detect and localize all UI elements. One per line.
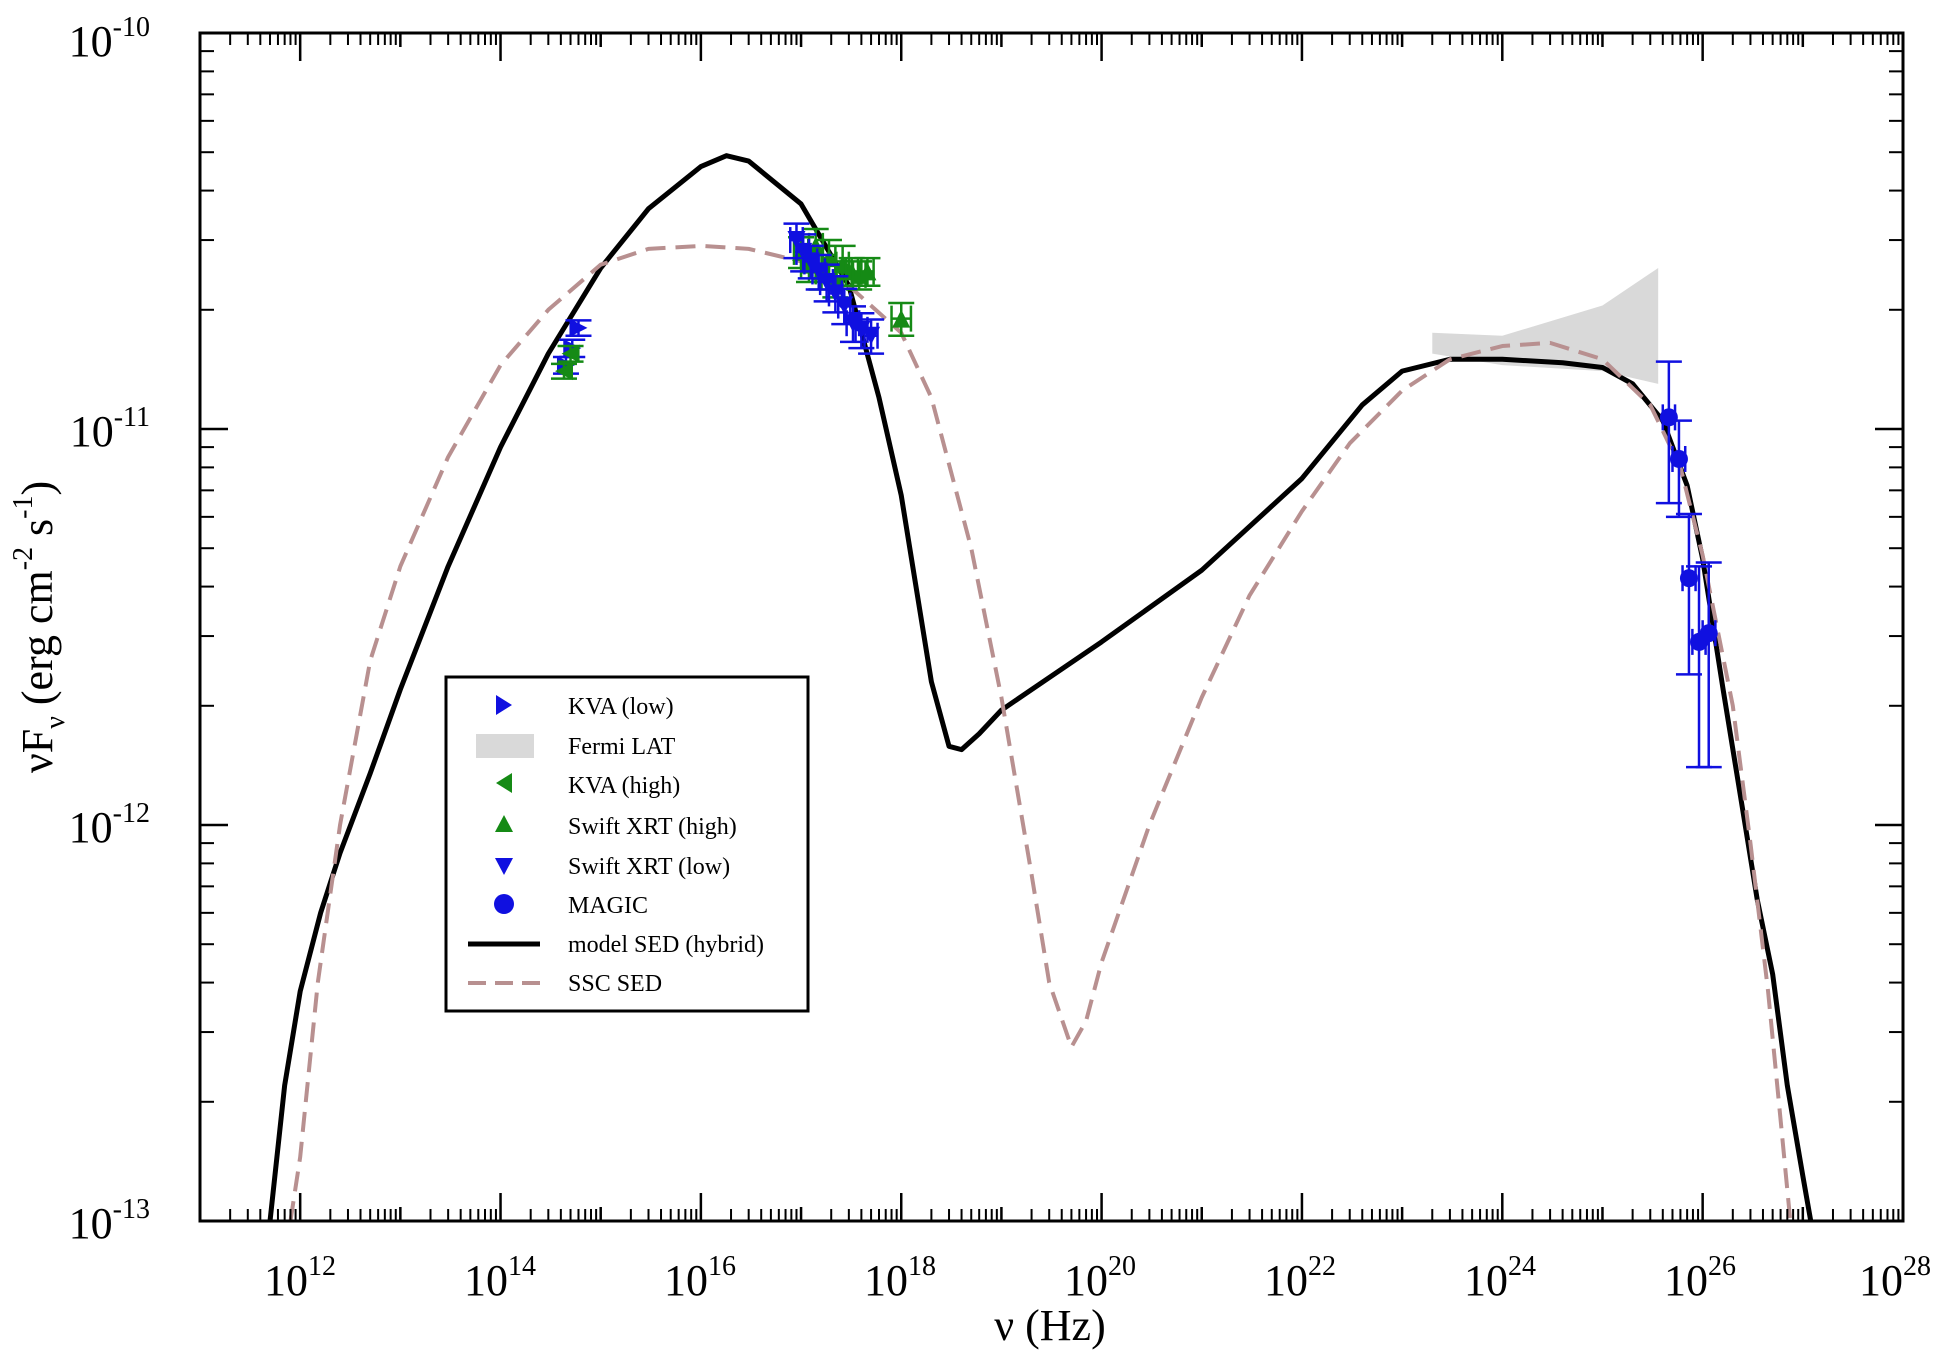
legend-label: Swift XRT (low) bbox=[568, 854, 730, 880]
legend-label: SSC SED bbox=[568, 971, 662, 997]
triangle-up-icon bbox=[495, 815, 513, 832]
data-point bbox=[554, 362, 573, 381]
data-point bbox=[1679, 569, 1698, 588]
data-point bbox=[569, 318, 588, 337]
triangle-left-icon bbox=[496, 773, 512, 793]
legend-label: Swift XRT (high) bbox=[568, 814, 737, 840]
axis-ticks bbox=[198, 31, 1905, 1223]
circle-icon bbox=[494, 894, 514, 914]
plot-area bbox=[267, 153, 1814, 1221]
legend-item-swift-xrt-high: Swift XRT (high) bbox=[495, 814, 737, 840]
legend-item-fermi-lat: Fermi LAT bbox=[476, 734, 676, 760]
y-tick-label: 10-11 bbox=[70, 402, 150, 456]
legend-item-magic: MAGIC bbox=[494, 893, 648, 919]
series-kva-high- bbox=[550, 344, 584, 381]
legend-item-ssc-sed: SSC SED bbox=[468, 971, 662, 997]
legend-item-model-sed: model SED (hybrid) bbox=[468, 932, 764, 958]
x-tick-labels: 1012 1014 1016 1018 1020 1022 1024 1026 … bbox=[264, 1251, 1931, 1305]
series-magic bbox=[1655, 360, 1722, 769]
legend: KVA (low) Fermi LAT KVA (high) Swift XRT… bbox=[444, 675, 810, 1013]
triangle-down-icon bbox=[495, 858, 513, 875]
plot-frame bbox=[198, 31, 1905, 1223]
legend-label: KVA (high) bbox=[568, 773, 680, 799]
x-tick-label: 1016 bbox=[664, 1251, 736, 1305]
data-point bbox=[1659, 408, 1678, 427]
data-point bbox=[809, 262, 828, 281]
x-tick-label: 1026 bbox=[1664, 1251, 1736, 1305]
x-tick-label: 1012 bbox=[264, 1251, 336, 1305]
band-swatch-icon bbox=[476, 734, 534, 758]
series-swift-xrt-low- bbox=[783, 222, 885, 355]
legend-label: KVA (low) bbox=[568, 694, 674, 720]
x-tick-label: 1028 bbox=[1859, 1251, 1931, 1305]
ssc-sed-curve bbox=[288, 243, 1793, 1221]
data-point bbox=[801, 252, 820, 271]
legend-item-kva-high: KVA (high) bbox=[496, 773, 680, 799]
legend-label: MAGIC bbox=[568, 893, 648, 919]
x-tick-label: 1014 bbox=[464, 1251, 536, 1305]
fermi-lat-band bbox=[1432, 268, 1659, 384]
y-tick-label: 10-13 bbox=[69, 1194, 150, 1248]
data-point bbox=[862, 326, 881, 345]
x-tick-label: 1024 bbox=[1464, 1251, 1536, 1305]
data-point bbox=[561, 344, 580, 363]
legend-label: model SED (hybrid) bbox=[568, 932, 764, 958]
data-point bbox=[1669, 449, 1688, 468]
x-tick-label: 1020 bbox=[1064, 1251, 1136, 1305]
data-point bbox=[844, 314, 863, 333]
y-tick-label: 10-12 bbox=[69, 798, 150, 852]
legend-item-kva-low: KVA (low) bbox=[496, 694, 674, 720]
legend-box bbox=[444, 675, 810, 1013]
x-axis-title: ν (Hz) bbox=[994, 1301, 1106, 1350]
data-point bbox=[833, 255, 852, 274]
y-axis-title: νFν (erg cm-2 s-1) bbox=[8, 481, 71, 773]
legend-label: Fermi LAT bbox=[568, 734, 676, 760]
y-tick-label: 10-10 bbox=[69, 12, 150, 66]
x-tick-label: 1022 bbox=[1264, 1251, 1336, 1305]
data-point bbox=[817, 273, 836, 292]
data-point bbox=[858, 262, 877, 281]
legend-item-swift-xrt-low: Swift XRT (low) bbox=[495, 854, 730, 880]
y-tick-labels: 10-13 10-12 10-11 10-10 bbox=[69, 12, 150, 1248]
data-point bbox=[892, 309, 911, 328]
plot-content bbox=[267, 153, 1814, 1221]
data-point bbox=[1699, 624, 1718, 643]
data-point bbox=[852, 320, 871, 339]
triangle-right-icon bbox=[496, 695, 512, 715]
x-tick-label: 1018 bbox=[864, 1251, 936, 1305]
